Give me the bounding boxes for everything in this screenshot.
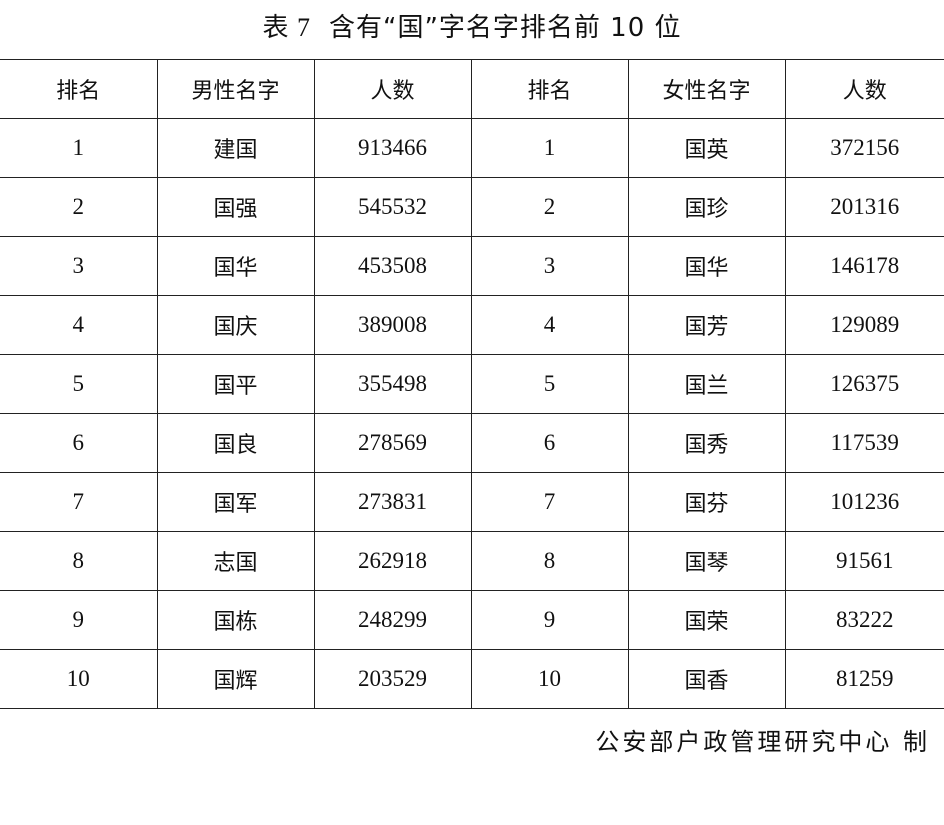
male-name-cell: 国辉 — [156, 649, 314, 709]
table-row: 1 建国 913466 1 国英 372156 — [0, 118, 944, 178]
table-title: 表 7 含有“国”字名字排名前 10 位 — [0, 10, 944, 46]
table-row: 6 国良 278569 6 国秀 117539 — [0, 413, 944, 473]
male-name-cell: 国军 — [156, 472, 314, 532]
rank-female-cell: 1 — [470, 118, 628, 178]
rank-male-cell: 3 — [0, 236, 157, 296]
header-rank-male: 排名 — [0, 59, 157, 119]
rank-female-cell: 9 — [470, 590, 628, 650]
header-rank-female: 排名 — [470, 59, 628, 119]
count-male-cell: 913466 — [313, 118, 471, 178]
table-row: 7 国军 273831 7 国芬 101236 — [0, 472, 944, 532]
table-row: 10 国辉 203529 10 国香 81259 — [0, 649, 944, 709]
names-table-container: 排名 男性名字 人数 排名 女性名字 人数 1 建国 913466 1 国英 3… — [0, 59, 944, 709]
female-name-cell: 国琴 — [627, 531, 785, 591]
female-name-cell: 国香 — [627, 649, 785, 709]
male-name-cell: 国良 — [156, 413, 314, 473]
female-name-cell: 国华 — [627, 236, 785, 296]
rank-male-cell: 7 — [0, 472, 157, 532]
rank-male-cell: 5 — [0, 354, 157, 414]
male-name-cell: 志国 — [156, 531, 314, 591]
count-male-cell: 248299 — [313, 590, 471, 650]
table-row: 8 志国 262918 8 国琴 91561 — [0, 531, 944, 591]
table-caption: 含有“国”字名字排名前 10 位 — [328, 13, 682, 43]
table-row: 2 国强 545532 2 国珍 201316 — [0, 177, 944, 237]
rank-female-cell: 3 — [470, 236, 628, 296]
count-male-cell: 355498 — [313, 354, 471, 414]
count-male-cell: 389008 — [313, 295, 471, 355]
female-name-cell: 国荣 — [627, 590, 785, 650]
header-male-name: 男性名字 — [156, 59, 314, 119]
count-female-cell: 129089 — [784, 295, 944, 355]
male-name-cell: 建国 — [156, 118, 314, 178]
count-male-cell: 453508 — [313, 236, 471, 296]
male-name-cell: 国华 — [156, 236, 314, 296]
female-name-cell: 国芳 — [627, 295, 785, 355]
count-female-cell: 372156 — [784, 118, 944, 178]
names-table: 排名 男性名字 人数 排名 女性名字 人数 1 建国 913466 1 国英 3… — [0, 59, 944, 709]
rank-male-cell: 4 — [0, 295, 157, 355]
rank-female-cell: 8 — [470, 531, 628, 591]
male-name-cell: 国平 — [156, 354, 314, 414]
header-female-name: 女性名字 — [627, 59, 785, 119]
count-male-cell: 262918 — [313, 531, 471, 591]
source-footer: 公安部户政管理研究中心 制 — [595, 728, 930, 756]
female-name-cell: 国英 — [627, 118, 785, 178]
count-female-cell: 83222 — [784, 590, 944, 650]
rank-male-cell: 8 — [0, 531, 157, 591]
table-row: 4 国庆 389008 4 国芳 129089 — [0, 295, 944, 355]
table-row: 5 国平 355498 5 国兰 126375 — [0, 354, 944, 414]
rank-male-cell: 1 — [0, 118, 157, 178]
count-male-cell: 545532 — [313, 177, 471, 237]
header-row: 排名 男性名字 人数 排名 女性名字 人数 — [0, 59, 944, 119]
table-row: 3 国华 453508 3 国华 146178 — [0, 236, 944, 296]
rank-male-cell: 9 — [0, 590, 157, 650]
count-female-cell: 126375 — [784, 354, 944, 414]
count-female-cell: 201316 — [784, 177, 944, 237]
male-name-cell: 国庆 — [156, 295, 314, 355]
count-female-cell: 146178 — [784, 236, 944, 296]
table-number: 表 7 — [262, 13, 311, 42]
count-female-cell: 101236 — [784, 472, 944, 532]
female-name-cell: 国兰 — [627, 354, 785, 414]
count-male-cell: 273831 — [313, 472, 471, 532]
male-name-cell: 国栋 — [156, 590, 314, 650]
rank-male-cell: 6 — [0, 413, 157, 473]
male-name-cell: 国强 — [156, 177, 314, 237]
female-name-cell: 国珍 — [627, 177, 785, 237]
female-name-cell: 国芬 — [627, 472, 785, 532]
rank-female-cell: 5 — [470, 354, 628, 414]
count-male-cell: 203529 — [313, 649, 471, 709]
rank-female-cell: 4 — [470, 295, 628, 355]
header-count-male: 人数 — [313, 59, 471, 119]
rank-female-cell: 2 — [470, 177, 628, 237]
count-female-cell: 117539 — [784, 413, 944, 473]
count-female-cell: 81259 — [784, 649, 944, 709]
rank-female-cell: 10 — [470, 649, 628, 709]
rank-male-cell: 2 — [0, 177, 157, 237]
rank-female-cell: 6 — [470, 413, 628, 473]
rank-male-cell: 10 — [0, 649, 157, 709]
female-name-cell: 国秀 — [627, 413, 785, 473]
count-male-cell: 278569 — [313, 413, 471, 473]
rank-female-cell: 7 — [470, 472, 628, 532]
count-female-cell: 91561 — [784, 531, 944, 591]
table-row: 9 国栋 248299 9 国荣 83222 — [0, 590, 944, 650]
header-count-female: 人数 — [784, 59, 944, 119]
